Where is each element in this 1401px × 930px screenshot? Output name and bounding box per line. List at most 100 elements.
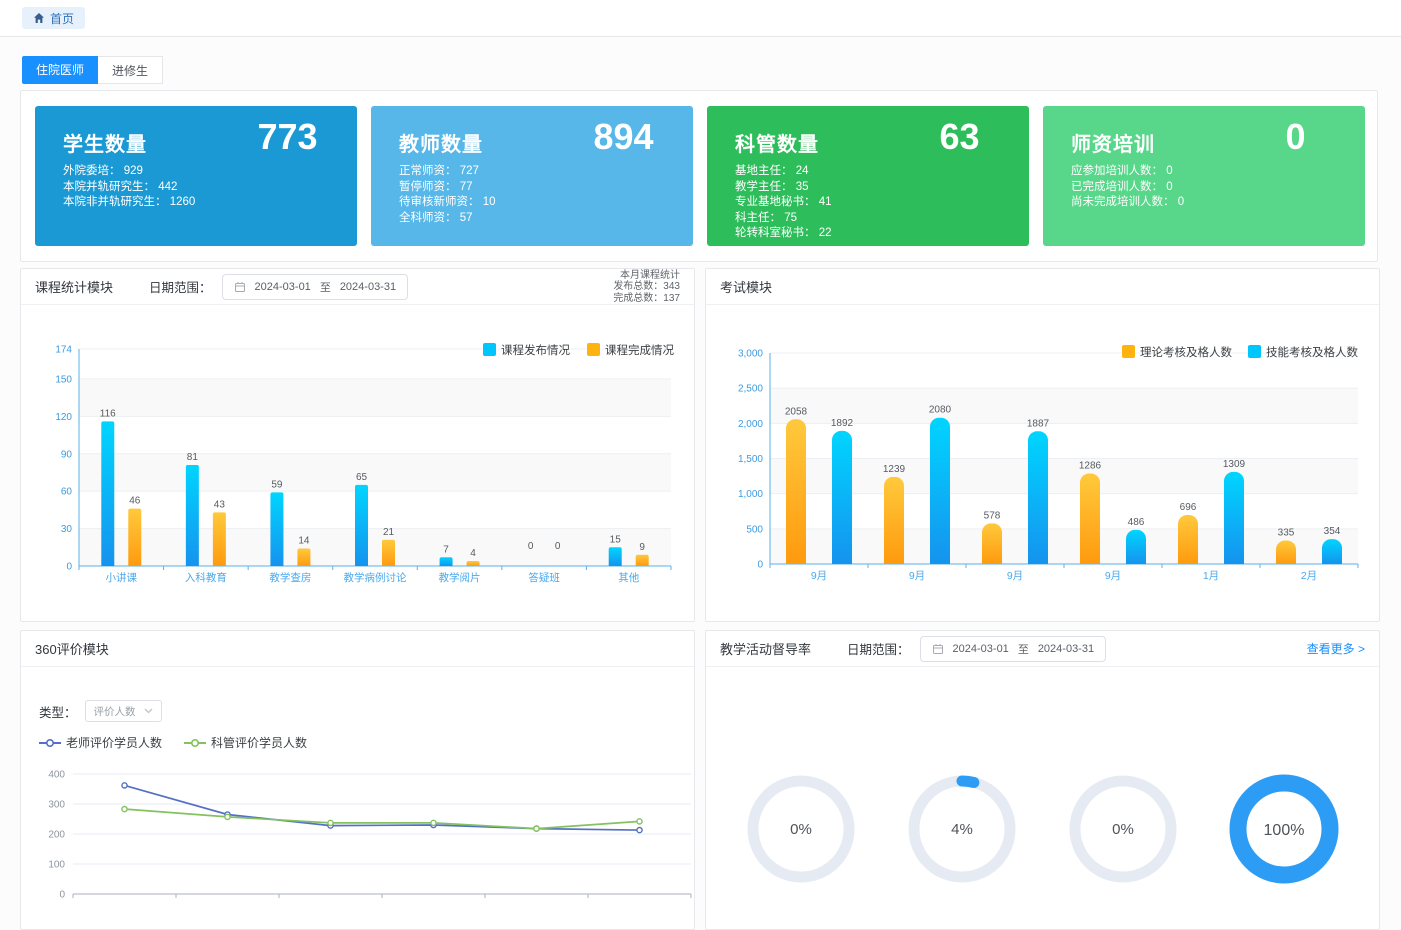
type-label: 类型： <box>39 705 77 720</box>
svg-text:14: 14 <box>298 536 310 547</box>
svg-text:100%: 100% <box>1264 822 1305 839</box>
calendar-icon <box>932 643 944 655</box>
eval-legend: 老师评价学员人数 科管评价学员人数 <box>39 734 307 751</box>
svg-text:4: 4 <box>470 548 476 559</box>
donut-gauge: 0% <box>747 775 855 883</box>
svg-text:0%: 0% <box>790 821 812 838</box>
date-range-label: 日期范围： <box>149 281 212 295</box>
stat-detail-line: 已完成培训人数： 0 <box>1071 180 1173 193</box>
svg-text:354: 354 <box>1324 526 1341 537</box>
legend-item[interactable]: 课程发布情况 <box>483 343 570 357</box>
svg-text:100: 100 <box>48 860 65 871</box>
donut-gauge: 0% <box>1069 775 1177 883</box>
svg-text:0%: 0% <box>1112 821 1134 838</box>
stat-detail-line: 全科师资： 57 <box>399 211 473 224</box>
tab-trainee[interactable]: 进修生 <box>98 56 164 84</box>
stat-detail-line: 外院委培： 929 <box>63 165 143 177</box>
line-marker-icon <box>39 738 61 747</box>
legend-item[interactable]: 课程完成情况 <box>587 343 674 357</box>
date-end: 2024-03-31 <box>339 280 397 293</box>
svg-text:1,000: 1,000 <box>738 489 763 500</box>
stat-detail-line: 轮转科室秘书： 22 <box>735 227 832 239</box>
eval-type-select[interactable]: 评价人数 <box>84 700 162 722</box>
stat-detail-line: 基地主任： 24 <box>735 165 809 177</box>
stat-card: 教师数量 894 正常师资： 727 暂停师资： 77 待审核新师资： 10 全科师资： … <box>371 106 693 246</box>
svg-text:4%: 4% <box>951 821 973 838</box>
svg-text:15: 15 <box>610 534 622 545</box>
supervision-panel-header: 教学活动督导率 日期范围： 2024-03-01 至 2024-03-31 查看… <box>706 631 1379 667</box>
tab-resident[interactable]: 住院医师 <box>22 56 99 84</box>
stat-card-value: 773 <box>257 116 318 157</box>
svg-text:335: 335 <box>1278 527 1295 538</box>
stat-detail-line: 待审核新师资： 10 <box>399 196 496 208</box>
svg-text:90: 90 <box>61 449 73 460</box>
svg-text:2,500: 2,500 <box>738 384 763 395</box>
svg-text:小讲课: 小讲课 <box>106 571 138 584</box>
stat-card-title: 教师数量 <box>399 134 483 156</box>
legend-label: 科管评价学员人数 <box>211 736 308 750</box>
svg-text:30: 30 <box>61 524 73 535</box>
svg-text:500: 500 <box>746 524 763 535</box>
svg-text:59: 59 <box>271 479 283 490</box>
svg-text:0: 0 <box>66 562 72 573</box>
svg-text:课程发布情况: 课程发布情况 <box>501 343 570 357</box>
view-more-link[interactable]: 查看更多 > <box>1306 642 1365 656</box>
date-separator: 至 <box>1017 643 1029 656</box>
svg-text:174: 174 <box>55 345 72 356</box>
svg-text:43: 43 <box>214 499 226 510</box>
legend-item[interactable]: 老师评价学员人数 <box>39 734 162 751</box>
svg-text:0: 0 <box>757 560 763 571</box>
svg-text:696: 696 <box>1180 502 1197 513</box>
home-icon <box>33 12 45 24</box>
supervision-date-range-input[interactable]: 2024-03-01 至 2024-03-31 <box>919 635 1107 662</box>
date-start: 2024-03-01 <box>254 280 311 293</box>
svg-text:9月: 9月 <box>811 570 827 582</box>
topbar: 首页 <box>0 0 1401 37</box>
calendar-icon <box>234 281 246 293</box>
stat-detail-line: 尚未完成培训人数： 0 <box>1071 196 1185 208</box>
svg-text:9月: 9月 <box>909 570 925 582</box>
svg-text:入科教育: 入科教育 <box>185 571 227 584</box>
svg-text:0: 0 <box>59 890 65 901</box>
stat-card-title: 师资培训 <box>1071 134 1155 156</box>
date-start: 2024-03-01 <box>952 642 1009 655</box>
stat-card-title: 学生数量 <box>63 134 147 156</box>
home-tab[interactable]: 首页 <box>22 7 86 29</box>
svg-text:2058: 2058 <box>785 406 808 417</box>
svg-text:116: 116 <box>100 408 116 419</box>
stat-card-title: 科管数量 <box>735 134 819 156</box>
course-date-range-input[interactable]: 2024-03-01 至 2024-03-31 <box>221 273 409 300</box>
stat-detail-line: 教学主任： 35 <box>735 180 809 193</box>
stat-detail-line: 科主任： 75 <box>735 211 797 224</box>
legend-item[interactable]: 科管评价学员人数 <box>184 734 307 751</box>
svg-text:486: 486 <box>1128 517 1145 528</box>
stat-card-details: 基地主任： 24 教学主任： 35 专业基地秘书： 41 科主任： 75 轮转科室秘书：… <box>735 164 832 242</box>
svg-text:2080: 2080 <box>929 405 952 416</box>
legend-item[interactable]: 技能考核及格人数 <box>1248 345 1358 359</box>
svg-text:1892: 1892 <box>831 418 854 429</box>
course-stats-panel: 课程统计模块 日期范围： 2024-03-01 至 2024-03-31 本月课… <box>20 268 695 622</box>
course-panel-title: 课程统计模块 <box>35 280 114 295</box>
stat-detail-line: 专业基地秘书： 41 <box>735 196 832 208</box>
legend-item[interactable]: 理论考核及格人数 <box>1122 345 1232 359</box>
svg-text:其他: 其他 <box>618 571 639 584</box>
svg-text:150: 150 <box>55 374 72 385</box>
donut-gauge: 4% <box>908 775 1016 883</box>
svg-text:课程完成情况: 课程完成情况 <box>605 343 674 357</box>
exam-panel-header: 考试模块 <box>706 269 1379 305</box>
course-bar-chart: 0306090120150174小讲课11646入科教育8143教学查房5914… <box>55 343 674 584</box>
svg-text:技能考核及格人数: 技能考核及格人数 <box>1266 345 1358 359</box>
svg-text:1,500: 1,500 <box>738 454 763 465</box>
stat-card-value: 0 <box>1285 116 1306 157</box>
svg-text:1309: 1309 <box>1223 459 1246 470</box>
exam-panel-title: 考试模块 <box>720 280 773 295</box>
date-separator: 至 <box>319 281 331 294</box>
svg-text:21: 21 <box>383 527 395 538</box>
course-month-summary: 本月课程统计 发布总数：343 完成总数：137 <box>613 269 680 305</box>
svg-text:2月: 2月 <box>1301 570 1317 582</box>
donut-gauge: 100% <box>1229 774 1339 884</box>
svg-text:65: 65 <box>356 472 368 483</box>
summary-line: 完成总数：137 <box>613 292 680 304</box>
stat-cards-row: 学生数量 773 外院委培： 929 本院并轨研究生： 442 本院非并轨研究生： 12… <box>21 91 1377 261</box>
stat-card: 科管数量 63 基地主任： 24 教学主任： 35 专业基地秘书： 41 科主任： 75 轮… <box>707 106 1029 246</box>
